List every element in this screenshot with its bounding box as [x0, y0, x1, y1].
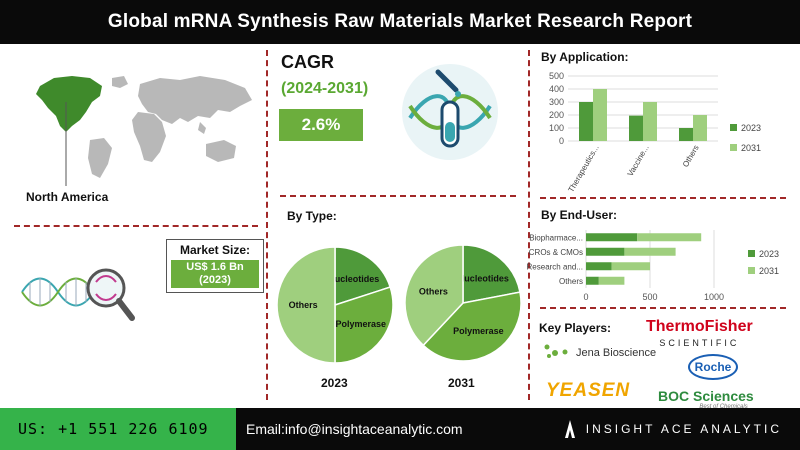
eu-y-tick: Biopharmace...: [529, 233, 583, 242]
app-y-tick: 500: [549, 71, 564, 81]
roche-logo: Roche: [688, 354, 738, 380]
pie-2031-label-polymerase: Polymerase: [453, 326, 504, 336]
app-bar-2031-1: [643, 102, 657, 141]
eu-bar-2031-0: [637, 233, 702, 242]
app-bar-2023-2: [679, 128, 693, 141]
app-x-tick: Vaccine...: [626, 144, 651, 178]
thermofisher-sub: SCIENTIFIC: [659, 338, 740, 348]
footer-brand: INSIGHT ACE ANALYTIC: [564, 408, 782, 450]
eu-bar-2031-1: [624, 247, 676, 256]
app-legend-label-2023: 2023: [741, 123, 761, 133]
app-bar-2023-0: [579, 102, 593, 141]
divider-vertical-right: [528, 50, 530, 400]
cagr-years: (2024-2031): [281, 80, 369, 97]
boc-sciences-logo: BOC Sciences Best of Chemicals: [658, 388, 754, 410]
pie-chart-2031: Nucleotides Polymerase Others: [404, 244, 522, 362]
boc-tagline: Best of Chemicals: [699, 404, 748, 410]
pie-2023-slice-others: [276, 246, 336, 364]
pie-2023-label-others: Others: [289, 300, 318, 310]
app-y-tick: 200: [549, 110, 564, 120]
report-header: Global mRNA Synthesis Raw Materials Mark…: [0, 0, 800, 44]
market-size-value: US$ 1.6 Bn (2023): [171, 260, 259, 288]
app-legend-label-2031: 2031: [741, 143, 761, 153]
pie-2031-label-others: Others: [419, 286, 448, 296]
app-y-tick: 400: [549, 84, 564, 94]
app-legend-swatch-2023: [730, 124, 737, 131]
brand-logo-icon: [564, 420, 575, 438]
divider-right-bottom: [540, 307, 786, 309]
world-map: [36, 76, 252, 186]
pie-2031-slice-others: [404, 244, 464, 347]
eu-bar-2031-2: [611, 262, 650, 271]
market-size-year: (2023): [199, 274, 231, 286]
pie-2023-slice-polymerase: [334, 286, 394, 364]
app-bar-2023-1: [629, 115, 643, 141]
divider-center-mid: [280, 195, 516, 197]
pie-chart-2023: Nucleotides Polymerase Others: [276, 246, 394, 364]
eu-y-tick: Research and...: [527, 262, 583, 271]
eu-legend-swatch-2023: [748, 250, 755, 257]
eu-x-tick: 1000: [704, 292, 724, 302]
dna-magnifier-illustration: [21, 268, 135, 321]
application-bar-chart: 0 100 200 300 400 500 Therapeutics... Vaccine..…: [549, 71, 761, 194]
app-y-tick: 300: [549, 97, 564, 107]
pie-caption-2031: 2031: [448, 376, 475, 390]
yeasen-logo: YEASEN: [546, 380, 631, 401]
eu-legend-label-2031: 2031: [759, 266, 779, 276]
eu-legend-label-2023: 2023: [759, 249, 779, 259]
roche-name: Roche: [694, 360, 732, 374]
thermofisher-name: ThermoFisher: [646, 318, 753, 335]
cagr-value: 2.6%: [279, 109, 363, 141]
eu-bar-2031-3: [598, 276, 625, 285]
app-legend-swatch-2031: [730, 144, 737, 151]
divider-left-mid: [14, 225, 258, 227]
eu-bar-2023-1: [586, 247, 625, 256]
footer-phone[interactable]: US: +1 551 226 6109: [0, 408, 236, 450]
market-size-title: Market Size:: [179, 243, 251, 257]
boc-name: BOC Sciences: [658, 388, 754, 404]
divider-vertical-left: [266, 50, 268, 400]
key-players-title: Key Players:: [539, 321, 612, 335]
app-bar-2031-0: [593, 89, 607, 141]
eu-x-tick: 0: [583, 292, 588, 302]
pie-2031-slice-polymerase: [422, 291, 522, 362]
eu-y-tick: Others: [559, 277, 583, 286]
eu-legend-swatch-2031: [748, 267, 755, 274]
eu-bar-2023-0: [586, 233, 638, 242]
pie-2031-label-nucleotides: Nucleotides: [458, 273, 509, 283]
app-x-tick: Therapeutics...: [566, 144, 600, 194]
jena-dots-icon: [544, 344, 568, 358]
application-title: By Application:: [541, 50, 629, 64]
app-y-tick: 100: [549, 123, 564, 133]
market-size-amount: US$ 1.6 Bn: [186, 261, 244, 273]
pie-2031-slice-nucleotides: [462, 244, 521, 304]
app-x-tick: Others: [681, 144, 701, 169]
eu-bar-2023-3: [586, 276, 599, 285]
eu-bar-2023-2: [586, 262, 612, 271]
footer-brand-name: INSIGHT ACE ANALYTIC: [585, 422, 782, 436]
region-label: North America: [26, 190, 109, 204]
dna-test-tube-icon: [402, 64, 498, 160]
jena-bioscience-logo: Jena Bioscience: [576, 347, 657, 359]
end-user-bar-chart: 0 500 1000 Biopharmace... CROs & CMOs Researc…: [527, 230, 779, 302]
eu-y-tick: CROs & CMOs: [529, 248, 583, 257]
pie-2023-slice-nucleotides: [334, 246, 392, 307]
end-user-title: By End-User:: [541, 208, 618, 222]
pie-2023-label-polymerase: Polymerase: [336, 319, 387, 329]
type-title: By Type:: [287, 209, 337, 223]
eu-x-tick: 500: [642, 292, 657, 302]
pie-caption-2023: 2023: [321, 376, 348, 390]
thermofisher-logo: ThermoFisher SCIENTIFIC: [646, 319, 753, 351]
footer-bar: US: +1 551 226 6109 Email:info@insightac…: [0, 408, 800, 450]
market-size-box: Market Size: US$ 1.6 Bn (2023): [166, 239, 264, 293]
divider-right-top: [540, 197, 786, 199]
app-bar-2031-2: [693, 115, 707, 141]
app-y-tick: 0: [559, 136, 564, 146]
cagr-title: CAGR: [281, 52, 334, 72]
footer-email[interactable]: Email:info@insightaceanalytic.com: [246, 421, 463, 437]
pie-2023-label-nucleotides: Nucleotides: [328, 274, 379, 284]
report-title: Global mRNA Synthesis Raw Materials Mark…: [107, 11, 693, 32]
